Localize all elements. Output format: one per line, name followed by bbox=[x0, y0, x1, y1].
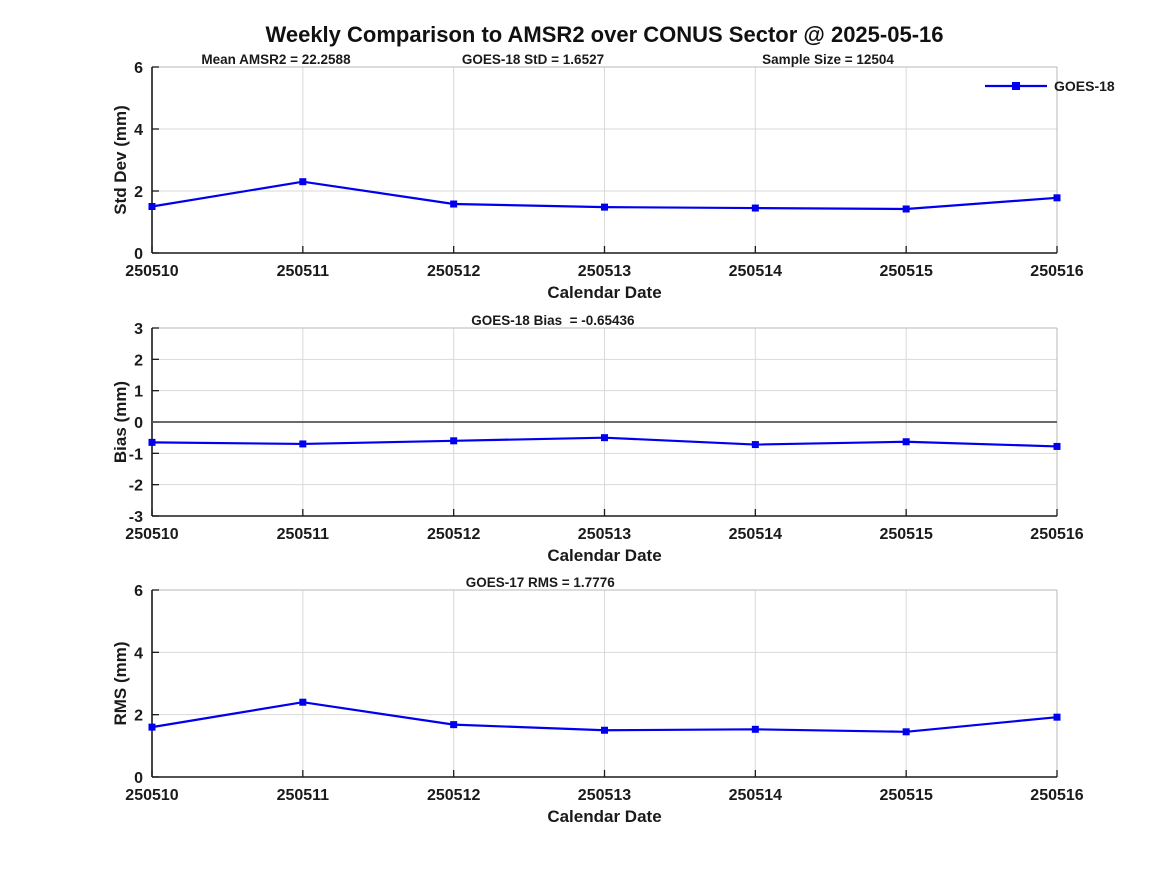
y-tick-label: 4 bbox=[134, 122, 143, 139]
x-tick-label: 250510 bbox=[125, 526, 178, 543]
series-marker bbox=[299, 178, 307, 186]
series-marker bbox=[902, 728, 910, 736]
y-axis-label: Bias (mm) bbox=[111, 381, 130, 463]
series-marker bbox=[299, 440, 307, 448]
y-tick-label: 0 bbox=[134, 246, 143, 263]
y-axis-label: RMS (mm) bbox=[111, 641, 130, 725]
y-tick-label: 6 bbox=[134, 583, 143, 600]
y-tick-label: 6 bbox=[134, 60, 143, 77]
series-marker bbox=[450, 437, 458, 445]
series-marker bbox=[601, 203, 608, 211]
x-axis-label: Calendar Date bbox=[547, 546, 661, 565]
series-marker bbox=[601, 434, 608, 442]
x-tick-label: 250513 bbox=[578, 263, 631, 280]
x-axis-label: Calendar Date bbox=[547, 283, 661, 302]
annotation-text: Sample Size = 12504 bbox=[762, 52, 894, 67]
x-tick-label: 250510 bbox=[125, 263, 178, 280]
x-tick-label: 250514 bbox=[729, 263, 782, 280]
annotation-text: GOES-18 StD = 1.6527 bbox=[462, 52, 604, 67]
y-tick-label: 4 bbox=[134, 645, 143, 662]
y-tick-label: -3 bbox=[129, 509, 143, 526]
annotation-text: GOES-18 Bias = -0.65436 bbox=[471, 313, 635, 328]
x-tick-label: 250516 bbox=[1030, 787, 1083, 804]
chart-title: Weekly Comparison to AMSR2 over CONUS Se… bbox=[265, 22, 944, 47]
stddev-subplot: 250510 250511 250512 250513 250514 250515 2505… bbox=[111, 52, 1115, 302]
x-tick-label: 250512 bbox=[427, 263, 480, 280]
bias-subplot: 250510 250511 250512 250513 250514 250515 2505… bbox=[111, 313, 1084, 565]
y-tick-label: 2 bbox=[134, 708, 143, 725]
series-marker bbox=[751, 441, 759, 449]
series-marker bbox=[299, 698, 307, 706]
y-tick-label: 1 bbox=[134, 384, 143, 401]
series-marker bbox=[148, 723, 156, 731]
legend-marker-sample bbox=[1012, 82, 1020, 90]
y-tick-label: 2 bbox=[134, 184, 143, 201]
x-tick-label: 250514 bbox=[729, 787, 782, 804]
x-tick-label: 250514 bbox=[729, 526, 782, 543]
series-marker bbox=[148, 438, 156, 446]
x-tick-label: 250516 bbox=[1030, 526, 1083, 543]
x-tick-label: 250511 bbox=[277, 263, 330, 280]
y-tick-label: 2 bbox=[134, 352, 143, 369]
series-marker bbox=[751, 725, 759, 733]
x-tick-label: 250513 bbox=[578, 526, 631, 543]
x-tick-label: 250511 bbox=[277, 787, 330, 804]
series-marker bbox=[1053, 194, 1061, 202]
series-marker bbox=[148, 203, 156, 210]
x-tick-label: 250515 bbox=[879, 263, 932, 280]
x-tick-label: 250515 bbox=[879, 526, 932, 543]
y-tick-label: 3 bbox=[134, 321, 143, 338]
y-tick-label: 0 bbox=[134, 415, 143, 432]
legend-label: GOES-18 bbox=[1054, 78, 1115, 94]
series-marker bbox=[450, 721, 458, 729]
rms-subplot: 250510 250511 250512 250513 250514 250515 2505… bbox=[111, 575, 1084, 826]
y-tick-label: -1 bbox=[129, 446, 143, 463]
y-axis-label: Std Dev (mm) bbox=[111, 105, 130, 215]
x-tick-label: 250512 bbox=[427, 526, 480, 543]
x-tick-label: 250510 bbox=[125, 787, 178, 804]
x-tick-label: 250516 bbox=[1030, 263, 1083, 280]
y-tick-label: 0 bbox=[134, 770, 143, 787]
series-marker bbox=[902, 205, 910, 213]
y-tick-label: -2 bbox=[129, 478, 143, 495]
x-tick-label: 250511 bbox=[277, 526, 330, 543]
annotation-text: Mean AMSR2 = 22.2588 bbox=[201, 52, 351, 67]
x-tick-label: 250512 bbox=[427, 787, 480, 804]
series-marker bbox=[1053, 442, 1061, 450]
annotation-text: GOES-17 RMS = 1.7776 bbox=[466, 575, 615, 590]
x-axis-label: Calendar Date bbox=[547, 807, 661, 826]
series-marker bbox=[601, 726, 608, 734]
series-marker bbox=[902, 438, 910, 446]
x-tick-label: 250515 bbox=[879, 787, 932, 804]
x-tick-label: 250513 bbox=[578, 787, 631, 804]
series-marker bbox=[1053, 713, 1061, 721]
series-marker bbox=[751, 204, 759, 212]
series-marker bbox=[450, 200, 458, 208]
